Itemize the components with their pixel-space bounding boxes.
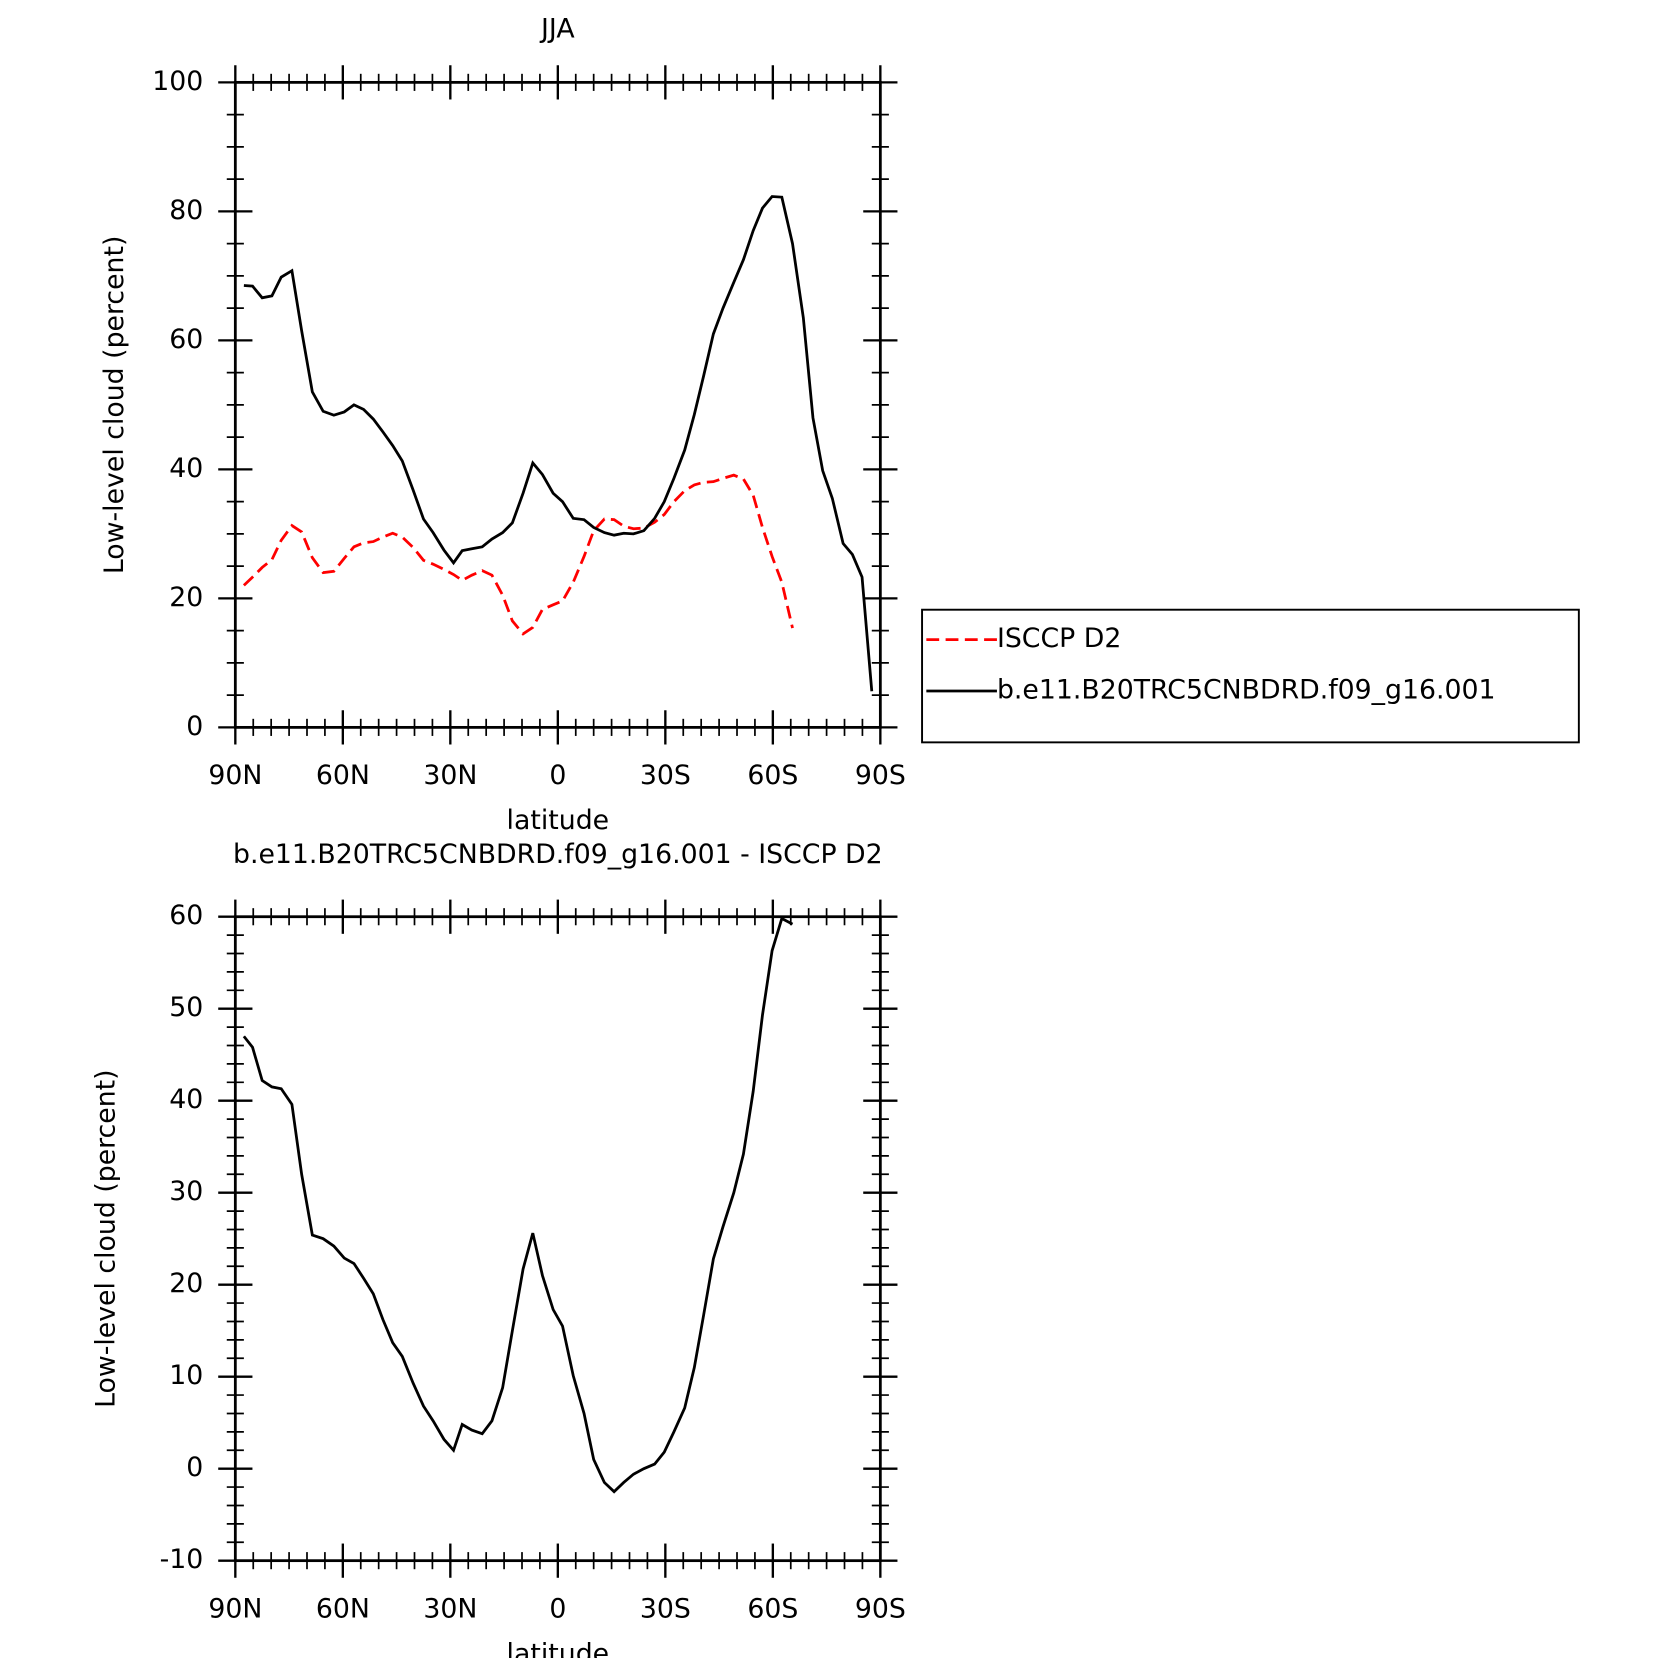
x-tick-label: 30S: [640, 1593, 691, 1624]
plot-frame: [233, 80, 882, 729]
y-tick-label: 0: [186, 1452, 203, 1483]
chart-panel: JJA latitude Low-level cloud (percent) 0 20 4…: [99, 13, 1580, 836]
x-axis-label: latitude: [507, 805, 610, 836]
data-line: [242, 916, 794, 1494]
y-tick-label: 60: [169, 900, 203, 931]
y-tick-label: 80: [169, 195, 203, 226]
y-axis-label: Low-level cloud (percent): [99, 236, 130, 575]
y-tick-label: 40: [169, 1084, 203, 1115]
x-tick-label: 0: [549, 760, 566, 791]
x-tick-label: 60N: [316, 1593, 370, 1624]
x-axis-label: latitude: [507, 1638, 610, 1658]
x-tick-label: 30S: [640, 760, 691, 791]
y-tick-label: 20: [169, 1268, 203, 1299]
y-tick-label: 0: [186, 711, 203, 742]
legend-box: [921, 608, 1580, 744]
legend-label: ISCCP D2: [997, 623, 1121, 654]
x-tick-label: 0: [549, 1593, 566, 1624]
x-tick-label: 90N: [208, 760, 262, 791]
x-tick-label: 60S: [747, 760, 798, 791]
chart-panel: b.e11.B20TRC5CNBDRD.f09_g16.001 - ISCCP …: [90, 839, 905, 1658]
y-axis-label: Low-level cloud (percent): [90, 1069, 121, 1408]
x-tick-label: 60N: [316, 760, 370, 791]
x-tick-label: 30N: [423, 1593, 477, 1624]
y-tick-label: -10: [160, 1544, 204, 1575]
chart-title: b.e11.B20TRC5CNBDRD.f09_g16.001 - ISCCP …: [233, 839, 883, 870]
y-tick-label: 100: [152, 66, 203, 97]
data-line: [243, 195, 874, 692]
y-tick-label: 50: [169, 992, 203, 1023]
x-tick-label: 90S: [855, 760, 906, 791]
plot-frame: [233, 915, 882, 1563]
x-tick-label: 90S: [855, 1593, 906, 1624]
chart-title: JJA: [539, 13, 575, 44]
x-tick-label: 30N: [423, 760, 477, 791]
y-tick-label: 30: [169, 1176, 203, 1207]
y-tick-label: 40: [169, 453, 203, 484]
x-tick-label: 90N: [208, 1593, 262, 1624]
y-tick-label: 10: [169, 1360, 203, 1391]
y-tick-label: 60: [169, 324, 203, 355]
y-tick-label: 20: [169, 582, 203, 613]
x-tick-label: 60S: [747, 1593, 798, 1624]
data-line: [242, 473, 794, 636]
legend-label: b.e11.B20TRC5CNBDRD.f09_g16.001: [997, 675, 1496, 706]
